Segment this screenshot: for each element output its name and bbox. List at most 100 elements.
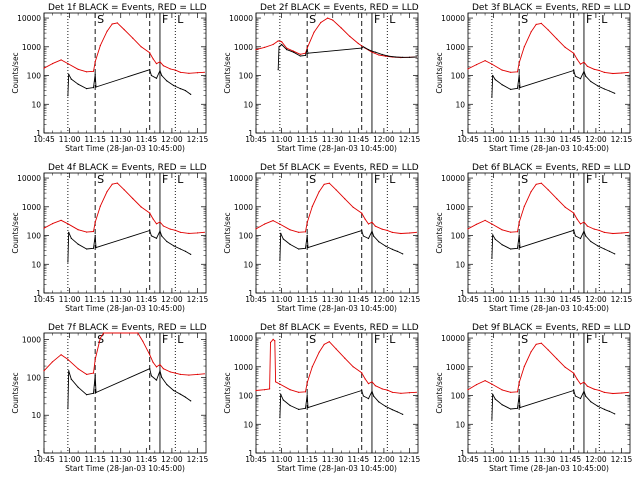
series-events-point — [306, 49, 308, 51]
series-events-point — [95, 247, 97, 249]
series-lld-point — [510, 391, 512, 393]
series-lld-point — [367, 383, 370, 385]
y-tick-label: 100 — [451, 72, 466, 81]
series-events-point — [367, 49, 370, 51]
x-tick-label: 12:00 — [161, 455, 183, 464]
series-events-point — [574, 75, 577, 77]
series-lld-point — [510, 231, 512, 233]
series-lld-point — [155, 223, 158, 225]
series-events-point — [362, 46, 364, 48]
x-tick-label: 10:45 — [33, 135, 55, 144]
series-events-line — [67, 368, 191, 409]
series-events-line — [277, 44, 417, 70]
y-tick-label: 1000 — [234, 43, 253, 52]
series-events-point — [396, 250, 399, 252]
series-events-point — [494, 238, 496, 240]
series-lld-point — [313, 31, 315, 33]
series-lld-point — [77, 368, 79, 370]
plot-frame — [43, 172, 207, 294]
series-lld-point — [491, 383, 493, 385]
series-lld-point — [386, 229, 388, 231]
interval-marker: S — [97, 173, 104, 186]
series-events-point — [173, 84, 175, 87]
series-events-point — [94, 73, 96, 75]
series-lld-point — [540, 182, 542, 184]
series-lld-point — [579, 223, 582, 225]
series-lld-point — [320, 21, 322, 24]
series-lld-point — [272, 220, 274, 222]
series-lld-point — [371, 51, 373, 53]
series-lld-point — [501, 229, 503, 231]
series-lld-point — [162, 225, 164, 227]
series-events-point — [304, 247, 307, 249]
series-lld-point — [400, 392, 402, 394]
x-tick-label: 11:45 — [136, 135, 158, 144]
series-lld-point — [155, 63, 158, 65]
series-lld-point — [586, 65, 589, 67]
series-lld-point — [475, 384, 478, 386]
x-tick-label: 10:45 — [33, 455, 55, 464]
series-lld-point — [612, 72, 614, 75]
x-tick-label: 10:45 — [457, 135, 479, 144]
x-tick-label: 10:45 — [245, 135, 267, 144]
panel-title: Det 8f BLACK = Events, RED = LLD — [260, 323, 419, 333]
series-lld-point — [60, 219, 62, 221]
x-tick-label: 12:00 — [161, 295, 183, 304]
interval-marker: F — [586, 13, 592, 26]
x-tick-label: 11:15 — [296, 295, 318, 304]
plot-frame — [255, 12, 419, 134]
panel-title: Det 5f BLACK = Events, RED = LLD — [260, 163, 419, 173]
series-events-point — [501, 84, 503, 86]
x-tick-label: 11:30 — [110, 135, 132, 144]
x-axis-label: Start Time (28-Jan-03 10:45:00) — [489, 304, 609, 313]
interval-marker: S — [97, 13, 104, 26]
panel-title: Det 4f BLACK = Events, RED = LLD — [48, 163, 207, 173]
series-lld-point — [467, 68, 469, 70]
panel-det-2f: Det 2f BLACK = Events, RED = LLD 1 10 100 10… — [223, 3, 421, 153]
series-lld-point — [159, 61, 161, 63]
x-tick-label: 11:15 — [508, 135, 530, 144]
series-lld-point — [277, 40, 279, 42]
series-lld-point — [612, 392, 614, 395]
plot-frame — [467, 172, 631, 294]
series-events-point — [361, 230, 363, 232]
series-lld-line — [467, 182, 629, 234]
series-lld-point — [43, 370, 45, 372]
series-lld-point — [269, 341, 272, 344]
series-events-point — [574, 395, 577, 397]
series-lld-point — [344, 198, 346, 200]
series-lld-point — [467, 389, 469, 391]
series-lld-point — [593, 68, 595, 70]
series-events-point — [518, 74, 520, 76]
series-events-point — [86, 88, 88, 90]
x-tick-label: 10:45 — [33, 295, 55, 304]
series-events-point — [307, 247, 309, 249]
x-tick-label: 11:15 — [84, 295, 106, 304]
y-tick-label: 10000 — [17, 174, 41, 183]
x-tick-label: 10:45 — [245, 455, 267, 464]
series-lld-point — [357, 42, 359, 45]
series-events-point — [94, 374, 96, 376]
series-lld-point — [556, 358, 558, 360]
interval-marker: L — [601, 333, 608, 346]
x-tick-label: 12:15 — [399, 135, 421, 144]
x-tick-label: 12:15 — [187, 295, 209, 304]
x-axis-label: Start Time (28-Jan-03 10:45:00) — [277, 144, 397, 153]
series-lld-point — [547, 189, 549, 191]
panel-det-4f: Det 4f BLACK = Events, RED = LLD 1 10 100 10… — [11, 163, 209, 313]
y-tick-label: 1 — [36, 129, 41, 138]
series-events-point — [306, 394, 308, 396]
series-events-point — [298, 408, 300, 410]
series-events-point — [373, 395, 375, 397]
series-lld-point — [304, 391, 307, 393]
series-events-point — [367, 237, 370, 240]
panel-det-5f: Det 5f BLACK = Events, RED = LLD 1 10 100 10… — [223, 163, 421, 313]
y-tick-label: 10 — [455, 420, 465, 429]
series-events-point — [298, 248, 300, 250]
series-lld-point — [583, 221, 585, 223]
series-lld-point — [152, 218, 154, 220]
series-lld-point — [371, 221, 373, 223]
x-tick-label: 12:00 — [161, 135, 183, 144]
y-tick-label: 1000 — [234, 203, 253, 212]
series-events-point — [289, 404, 291, 407]
